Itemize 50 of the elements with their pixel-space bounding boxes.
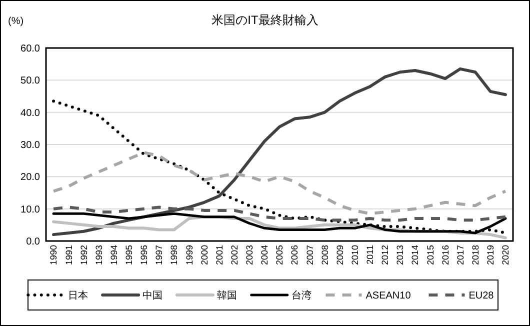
x-tick-label: 2016 [440, 245, 450, 266]
y-tick-label: 10.0 [20, 204, 40, 216]
line-series [52, 206, 507, 222]
x-tick-label: 2005 [274, 245, 285, 266]
x-tick-label: 2012 [380, 245, 390, 266]
x-tick-label: 2000 [199, 245, 210, 266]
y-tick-label: 30.0 [20, 140, 40, 151]
x-tick-label: 2010 [350, 245, 360, 266]
y-tick-label: 50.0 [20, 76, 40, 87]
x-tick-label: 2009 [334, 245, 345, 266]
legend-label: 中国 [142, 290, 163, 302]
x-tick-label: 2014 [410, 245, 420, 266]
legend-label: 日本 [68, 290, 88, 302]
x-tick-label: 2020 [500, 245, 511, 266]
x-tick-label: 1993 [94, 245, 104, 266]
legend-label: EU28 [468, 290, 494, 302]
x-tick-label: 2015 [425, 245, 436, 266]
x-tick-label: 2011 [365, 245, 376, 264]
legend-label: 台湾 [291, 290, 312, 302]
x-tick-label: 1995 [124, 245, 134, 266]
y-tick-label: 40.0 [20, 108, 40, 119]
x-tick-label: 2008 [320, 245, 330, 266]
x-tick-label: 2007 [304, 245, 315, 266]
x-tick-label: 2001 [214, 245, 224, 266]
x-tick-label: 1999 [184, 245, 194, 266]
x-tick-label: 1991 [64, 245, 74, 266]
x-tick-label: 1996 [139, 245, 150, 266]
y-axis-title: (%) [8, 16, 24, 27]
chart-title: 米国のIT最終財輸入 [212, 13, 318, 27]
x-tick-label: 1998 [169, 245, 180, 266]
line-series [52, 67, 507, 236]
x-tick-label: 2018 [470, 245, 480, 266]
legend-label: 韓国 [216, 290, 237, 302]
x-tick-label: 2002 [229, 245, 240, 266]
x-tick-label: 2006 [290, 245, 300, 266]
y-tick-label: 20.0 [20, 172, 40, 184]
x-tick-label: 2019 [486, 245, 496, 266]
x-tick-label: 2017 [455, 245, 466, 266]
x-tick-label: 1990 [48, 245, 59, 266]
x-tick-label: 1994 [108, 245, 119, 266]
x-tick-label: 2003 [244, 245, 255, 266]
line-series [52, 100, 507, 234]
x-tick-label: 1992 [78, 245, 89, 266]
line-series [52, 151, 507, 216]
x-tick-label: 2004 [260, 245, 270, 266]
x-tick-label: 2013 [395, 245, 406, 266]
x-tick-label: 1997 [154, 245, 164, 266]
legend-label: ASEAN10 [366, 290, 412, 302]
y-tick-label: 0.0 [26, 236, 40, 248]
y-tick-label: 60.0 [20, 44, 40, 54]
